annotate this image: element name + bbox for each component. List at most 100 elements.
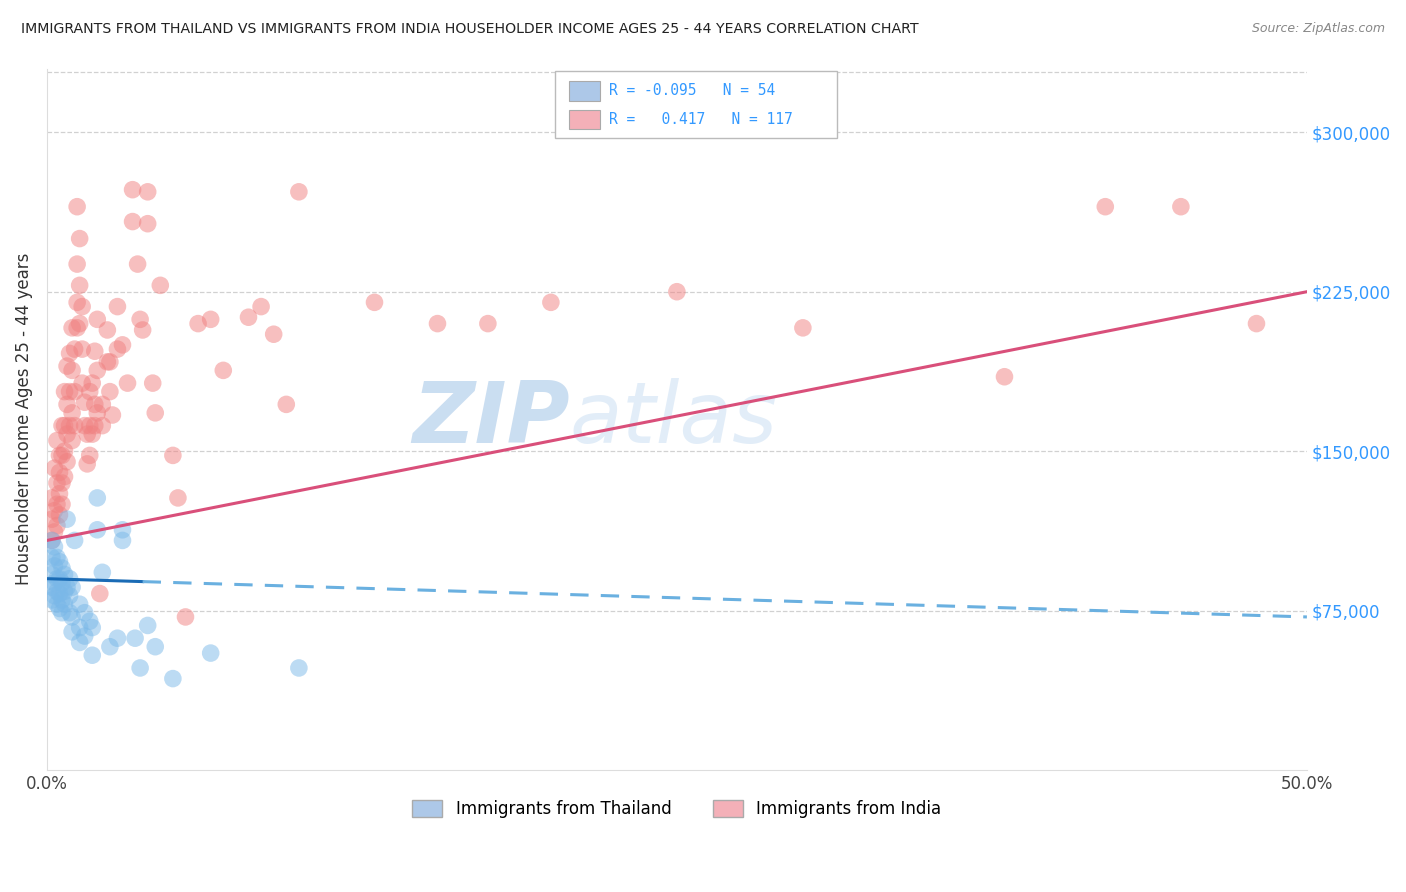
Point [70, 376, 93, 391]
Point [60, 363, 83, 377]
Point [46, 572, 69, 586]
Point [44, 540, 66, 554]
Point [73, 606, 96, 620]
Point [212, 363, 235, 377]
Point [46, 550, 69, 565]
Point [1094, 200, 1116, 214]
Point [58, 572, 80, 586]
Point [200, 312, 222, 326]
Point [162, 672, 184, 686]
Point [44, 503, 66, 517]
Point [136, 185, 159, 199]
Point [86, 406, 108, 420]
Point [288, 661, 311, 675]
Point [477, 317, 499, 331]
Point [426, 317, 449, 331]
Point [48, 555, 70, 569]
Point [69, 635, 91, 649]
Point [107, 342, 129, 356]
Point [58, 384, 80, 399]
Point [60, 321, 83, 335]
Point [60, 434, 83, 448]
Point [91, 418, 114, 433]
Point [98, 384, 121, 399]
Point [48, 586, 70, 600]
Point [41, 550, 63, 565]
Point [69, 597, 91, 611]
Point [44, 558, 66, 573]
Point [276, 397, 298, 411]
Point [111, 523, 134, 537]
Point [63, 342, 86, 356]
Point [82, 621, 104, 635]
Point [69, 621, 91, 635]
Point [993, 369, 1015, 384]
Text: IMMIGRANTS FROM THAILAND VS IMMIGRANTS FROM INDIA HOUSEHOLDER INCOME AGES 25 - 4: IMMIGRANTS FROM THAILAND VS IMMIGRANTS F… [21, 22, 918, 37]
Point [162, 449, 184, 463]
Point [79, 449, 101, 463]
Point [53, 418, 76, 433]
Point [56, 455, 79, 469]
Point [58, 346, 80, 360]
Point [288, 185, 311, 199]
Point [1246, 317, 1268, 331]
Point [41, 512, 63, 526]
Point [53, 584, 76, 599]
Point [63, 418, 86, 433]
Point [73, 629, 96, 643]
Point [41, 580, 63, 594]
Text: ZIP: ZIP [412, 377, 569, 461]
Point [167, 491, 190, 505]
Point [41, 533, 63, 548]
Point [48, 572, 70, 586]
Point [149, 278, 172, 293]
Point [86, 363, 108, 377]
Point [76, 457, 98, 471]
Point [82, 427, 104, 442]
Point [41, 491, 63, 505]
Text: R =   0.417   N = 117: R = 0.417 N = 117 [609, 112, 793, 127]
Text: R = -0.095   N = 54: R = -0.095 N = 54 [609, 84, 775, 98]
Point [250, 300, 273, 314]
Text: atlas: atlas [569, 377, 778, 461]
Point [51, 561, 73, 575]
Point [91, 566, 114, 580]
Point [48, 601, 70, 615]
Point [41, 533, 63, 548]
Point [66, 321, 89, 335]
Point [76, 427, 98, 442]
Point [51, 497, 73, 511]
Point [187, 317, 209, 331]
Point [98, 355, 121, 369]
Point [48, 508, 70, 522]
Point [101, 408, 124, 422]
Point [111, 533, 134, 548]
Point [60, 580, 83, 594]
Point [98, 640, 121, 654]
Point [1170, 200, 1192, 214]
Point [83, 397, 105, 411]
Point [56, 359, 79, 373]
Text: Source: ZipAtlas.com: Source: ZipAtlas.com [1251, 22, 1385, 36]
Point [792, 321, 814, 335]
Point [41, 593, 63, 607]
Point [69, 231, 91, 245]
Point [70, 342, 93, 356]
Point [136, 618, 159, 632]
Point [66, 200, 89, 214]
Point [117, 376, 139, 391]
Point [69, 317, 91, 331]
Point [79, 418, 101, 433]
Point [174, 610, 197, 624]
Point [60, 406, 83, 420]
Point [51, 418, 73, 433]
Point [127, 257, 149, 271]
Point [107, 631, 129, 645]
Point [63, 384, 86, 399]
Point [143, 406, 166, 420]
Point [79, 614, 101, 628]
Point [51, 593, 73, 607]
Point [86, 523, 108, 537]
Point [121, 214, 143, 228]
Point [53, 469, 76, 483]
